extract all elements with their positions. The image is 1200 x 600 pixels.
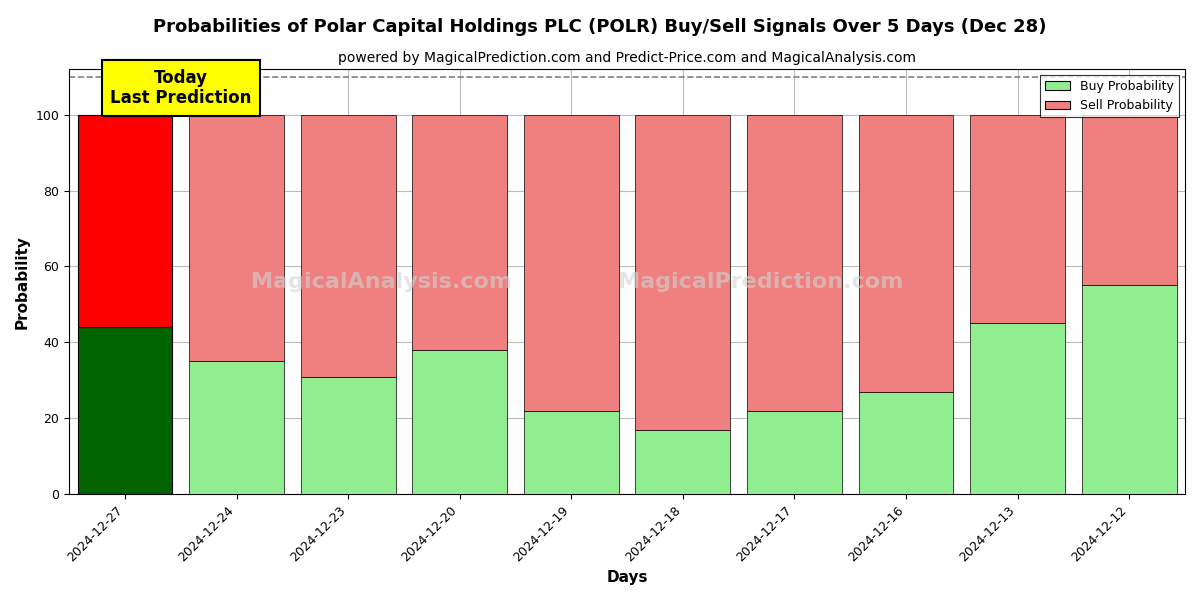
Bar: [748, 411, 842, 494]
Bar: [413, 350, 508, 494]
Y-axis label: Probability: Probability: [16, 235, 30, 329]
Bar: [190, 361, 284, 494]
Bar: [859, 115, 954, 392]
Bar: [1081, 286, 1177, 494]
Bar: [748, 115, 842, 411]
Bar: [78, 327, 173, 494]
Text: Today
Last Prediction: Today Last Prediction: [110, 68, 252, 107]
Bar: [413, 115, 508, 350]
Text: MagicalPrediction.com: MagicalPrediction.com: [618, 272, 904, 292]
Title: powered by MagicalPrediction.com and Predict-Price.com and MagicalAnalysis.com: powered by MagicalPrediction.com and Pre…: [338, 51, 916, 65]
Bar: [524, 411, 619, 494]
Text: MagicalAnalysis.com: MagicalAnalysis.com: [251, 272, 512, 292]
Bar: [301, 115, 396, 377]
Bar: [970, 323, 1066, 494]
Bar: [524, 115, 619, 411]
Bar: [78, 115, 173, 327]
Bar: [636, 430, 731, 494]
Bar: [190, 115, 284, 361]
Bar: [859, 392, 954, 494]
X-axis label: Days: Days: [606, 570, 648, 585]
Bar: [970, 115, 1066, 323]
Bar: [1081, 115, 1177, 286]
Bar: [301, 377, 396, 494]
Legend: Buy Probability, Sell Probability: Buy Probability, Sell Probability: [1040, 75, 1178, 118]
Bar: [636, 115, 731, 430]
Text: Probabilities of Polar Capital Holdings PLC (POLR) Buy/Sell Signals Over 5 Days : Probabilities of Polar Capital Holdings …: [154, 18, 1046, 36]
